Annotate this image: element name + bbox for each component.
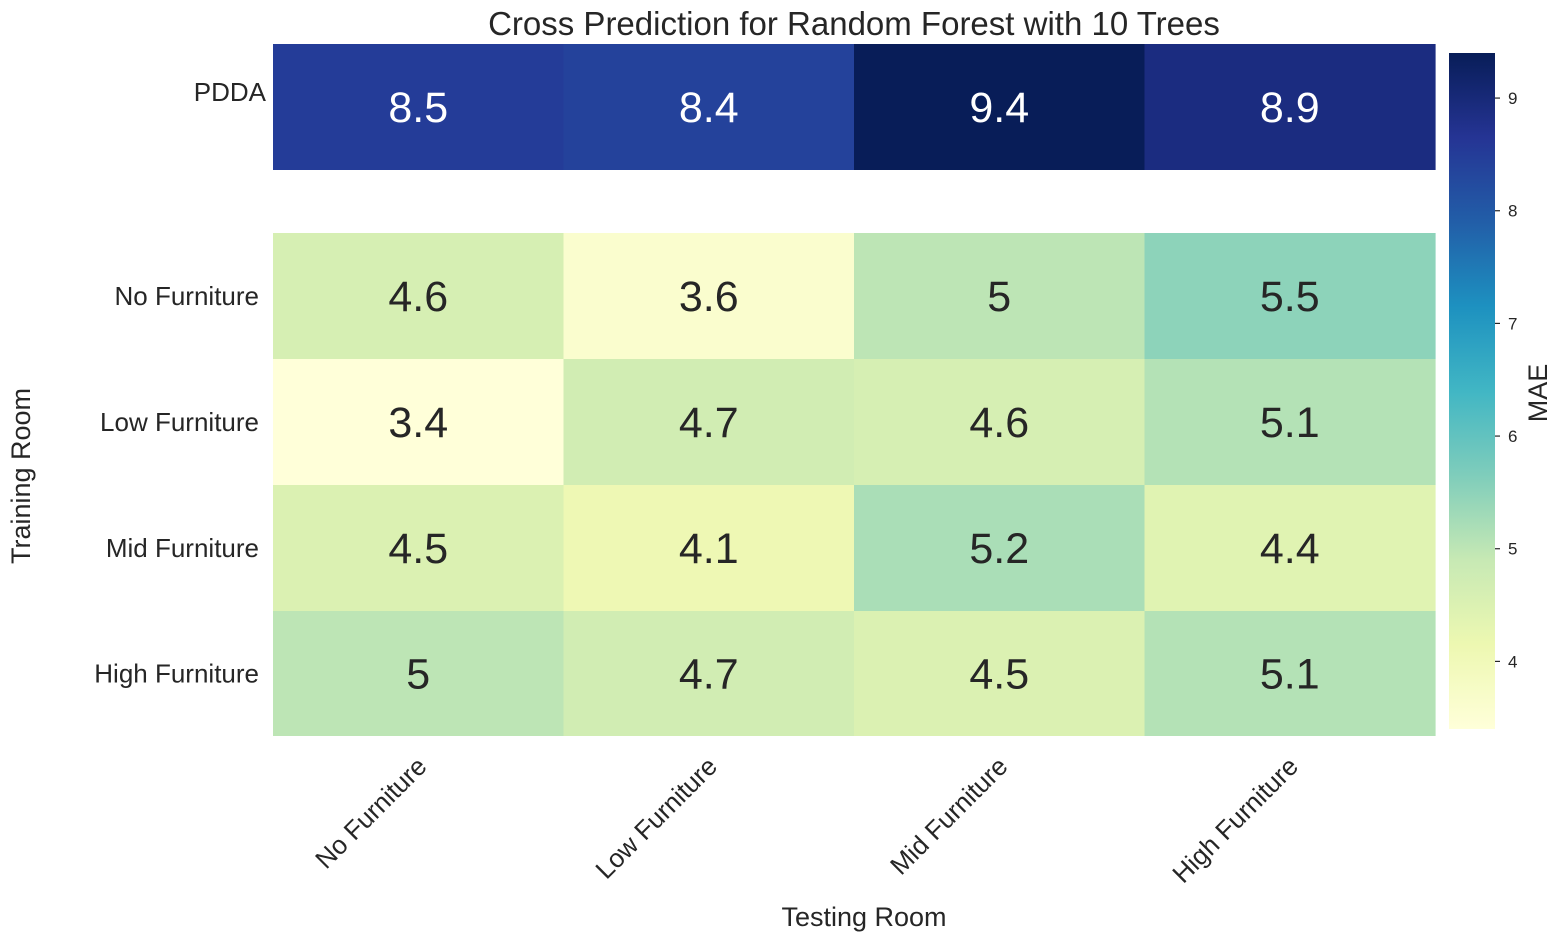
cell-value-label: 4.7 [679, 651, 739, 699]
cell-value-label: 3.6 [679, 273, 739, 321]
row-label: High Furniture [94, 659, 259, 689]
heatmap-cell [563, 485, 855, 611]
row-label: No Furniture [115, 281, 260, 311]
column-label: No Furniture [309, 751, 432, 874]
column-label: Mid Furniture [884, 751, 1014, 881]
heatmap-cell [273, 233, 565, 359]
colorbar-tick-label: 6 [1508, 427, 1517, 446]
heatmap-cell [563, 611, 855, 736]
heatmap-cell [1144, 233, 1436, 359]
heatmap-cell [1144, 485, 1436, 611]
column-labels: No Furniture Low Furniture Mid Furniture Hi… [309, 751, 1304, 889]
heatmap-cell [1144, 359, 1436, 485]
heatmap-cell [854, 611, 1146, 736]
chart-title: Cross Prediction for Random Forest with … [488, 5, 1220, 42]
colorbar-tick-label: 8 [1508, 202, 1517, 221]
heatmap-cells: 8.5 8.4 9.4 8.9 4.6 3.6 5 5.5 3.4 4.7 4.6 5.1 4.5 4.1… [273, 44, 1436, 736]
cell-value-label: 8.5 [388, 84, 448, 132]
y-axis-label: Training Room [6, 388, 36, 564]
heatmap-cell [563, 233, 855, 359]
colorbar-ticks: 4 5 6 7 8 9 [1495, 89, 1517, 671]
column-label: Low Furniture [589, 751, 723, 885]
colorbar-tick-label: 5 [1508, 540, 1517, 559]
cell-value-label: 4.6 [969, 399, 1029, 447]
heatmap-cell [273, 359, 565, 485]
heatmap-cell [854, 233, 1146, 359]
cell-value-label: 5.1 [1260, 651, 1320, 699]
row-labels: PDDA No Furniture Low Furniture Mid Furnitu… [94, 77, 266, 689]
row-label: Mid Furniture [106, 533, 259, 563]
colorbar-label: MAE [1523, 364, 1553, 423]
cell-value-label: 5.2 [969, 525, 1029, 573]
cell-value-label: 4.6 [388, 273, 448, 321]
heatmap-cell [273, 611, 565, 736]
heatmap-cell [854, 485, 1146, 611]
cell-value-label: 8.9 [1260, 84, 1320, 132]
cell-value-label: 4.4 [1260, 525, 1320, 573]
cell-value-label: 4.5 [388, 525, 448, 573]
heatmap-cell [854, 44, 1146, 170]
column-label: High Furniture [1166, 751, 1304, 889]
colorbar [1449, 53, 1495, 729]
cell-value-label: 5.1 [1260, 399, 1320, 447]
heatmap-cell [854, 359, 1146, 485]
colorbar-tick-label: 4 [1508, 652, 1517, 671]
row-label: Low Furniture [100, 407, 259, 437]
cell-value-label: 5 [406, 651, 430, 699]
row-label: PDDA [194, 77, 267, 107]
heatmap-cell [1144, 44, 1436, 170]
cell-value-label: 4.5 [969, 651, 1029, 699]
cell-value-label: 9.4 [969, 84, 1029, 132]
heatmap-cell [563, 44, 855, 170]
cell-value-label: 4.7 [679, 399, 739, 447]
cell-value-label: 8.4 [679, 84, 739, 132]
cell-value-label: 4.1 [679, 525, 739, 573]
colorbar-tick-label: 9 [1508, 89, 1517, 108]
cell-value-label: 3.4 [388, 399, 448, 447]
cell-value-label: 5 [987, 273, 1011, 321]
heatmap-cell [273, 485, 565, 611]
colorbar-tick-label: 7 [1508, 314, 1517, 333]
x-axis-label: Testing Room [781, 902, 946, 932]
heatmap-cell [273, 44, 565, 170]
cell-value-label: 5.5 [1260, 273, 1320, 321]
heatmap-cell [1144, 611, 1436, 736]
heatmap-cell [563, 359, 855, 485]
